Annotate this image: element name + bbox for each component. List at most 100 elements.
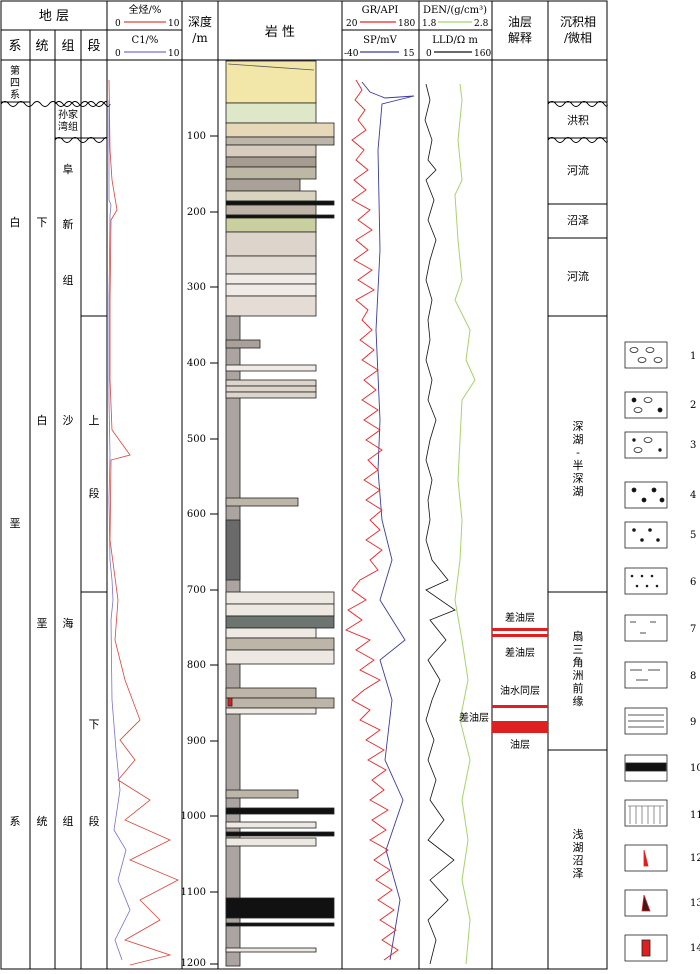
header-sp-min: -40 bbox=[344, 49, 359, 59]
gas-curve bbox=[108, 79, 179, 966]
depth-tick-500: 500 bbox=[187, 434, 206, 445]
facies-3: 沼泽 bbox=[567, 213, 589, 227]
legend-swatch-13 bbox=[624, 889, 668, 917]
den-lld-curves bbox=[424, 83, 476, 965]
lower-1: 下 bbox=[89, 718, 100, 731]
depth-tick-1200: 1200 bbox=[181, 958, 206, 969]
header-den-min: 1.8 bbox=[422, 19, 437, 29]
header-facies-1: 沉积相 bbox=[560, 15, 596, 29]
shahai-2: 海 bbox=[63, 616, 74, 630]
facies-7-3: 沼 bbox=[573, 853, 584, 867]
sp-curve bbox=[361, 81, 415, 961]
header-oil-1: 油层 bbox=[508, 15, 532, 29]
gr-sp-curves bbox=[345, 79, 415, 961]
header-lld-title: LLD/Ω m bbox=[432, 35, 478, 46]
depth-tick-100: 100 bbox=[187, 131, 206, 142]
upper-2: 段 bbox=[89, 486, 100, 500]
facies: 洪积 河流 沼泽 河流 深 湖 - 半 深 湖 扇 三 角 洲 前 缘 浅 湖 … bbox=[567, 113, 589, 880]
header-gr-min: 20 bbox=[346, 19, 358, 29]
legend-swatch-7 bbox=[624, 614, 668, 642]
series-2: 白 bbox=[37, 413, 48, 427]
facies-7-4: 泽 bbox=[573, 867, 584, 880]
quaternary-3: 系 bbox=[10, 89, 20, 101]
depth-tick-200: 200 bbox=[187, 207, 206, 218]
facies-2: 河流 bbox=[567, 163, 589, 177]
legend-label-5: 5 bbox=[690, 530, 696, 541]
depth-tick-800: 800 bbox=[187, 660, 206, 671]
facies-6-1: 扇 bbox=[573, 629, 584, 643]
lithology-column bbox=[225, 60, 335, 967]
series-3: 垩 bbox=[37, 617, 48, 630]
header-gas-min: 0 bbox=[115, 19, 121, 29]
header-lld-max: 160 bbox=[474, 49, 491, 59]
header-gas-title: 全烃/% bbox=[129, 3, 162, 16]
facies-5-4: 半 bbox=[573, 458, 584, 472]
header-gr-max: 180 bbox=[398, 19, 415, 29]
legend-label-12: 12 bbox=[690, 853, 700, 864]
system-3: 系 bbox=[10, 815, 21, 828]
depth-tick-1000: 1000 bbox=[181, 811, 206, 822]
header-depth-unit: /m bbox=[192, 31, 208, 45]
den-curve bbox=[454, 83, 476, 965]
legend-swatch-2 bbox=[624, 391, 668, 419]
depth-tick-400: 400 bbox=[187, 358, 206, 369]
shahai-3: 组 bbox=[63, 814, 74, 828]
legend: 1 2 3 4 5 6 7 8 9 10 11 12 bbox=[624, 341, 700, 962]
header-den-title: DEN/(g/cm³) bbox=[423, 5, 487, 16]
header-c1-max: 10 bbox=[168, 49, 180, 59]
legend-label-10: 10 bbox=[690, 763, 700, 774]
depth-axis: 100 200 300 400 500 600 700 800 900 1000… bbox=[181, 131, 206, 969]
upper-1: 上 bbox=[89, 414, 100, 427]
depth-tick-300: 300 bbox=[187, 282, 206, 293]
legend-swatch-6 bbox=[624, 567, 668, 595]
header-formation: 组 bbox=[61, 39, 74, 54]
facies-1: 洪积 bbox=[567, 113, 589, 127]
facies-7-2: 湖 bbox=[573, 841, 584, 854]
strata-labels: 第 四 系 白 垩 系 下 白 垩 统 孙家 湾组 阜 新 组 沙 海 组 上 … bbox=[10, 64, 100, 828]
gr-curve bbox=[345, 79, 399, 961]
oil-interpretation: 差油层 差油层 油水同层 差油层 油层 bbox=[459, 611, 548, 751]
legend-label-8: 8 bbox=[690, 671, 696, 682]
facies-6-6: 缘 bbox=[573, 695, 584, 708]
oil-label-5: 油层 bbox=[510, 738, 530, 751]
facies-5-3: - bbox=[576, 446, 580, 459]
system-1: 白 bbox=[10, 215, 21, 229]
legend-label-3: 3 bbox=[690, 440, 696, 451]
legend-swatch-4 bbox=[624, 481, 668, 509]
facies-6-4: 洲 bbox=[573, 669, 584, 682]
header-series: 统 bbox=[35, 39, 48, 54]
oil-label-1: 差油层 bbox=[505, 611, 535, 624]
table-grid bbox=[0, 0, 608, 970]
legend-label-4: 4 bbox=[690, 490, 696, 501]
header-depth: 深度 bbox=[188, 14, 212, 29]
legend-label-13: 13 bbox=[690, 898, 700, 909]
legend-swatch-11 bbox=[624, 799, 668, 827]
oil-marker-red bbox=[227, 697, 233, 707]
facies-4: 河流 bbox=[567, 269, 589, 283]
facies-7-1: 浅 bbox=[573, 828, 584, 841]
legend-swatch-5 bbox=[624, 521, 668, 549]
header-lithology: 岩 性 bbox=[265, 25, 295, 40]
facies-6-2: 三 bbox=[573, 643, 584, 656]
legend-swatch-8 bbox=[624, 661, 668, 689]
facies-5-5: 深 bbox=[573, 472, 584, 485]
header-c1-min: 0 bbox=[115, 49, 121, 59]
lower-2: 段 bbox=[89, 814, 100, 828]
legend-label-6: 6 bbox=[690, 577, 696, 588]
depth-tick-marks bbox=[210, 135, 218, 965]
quaternary-1: 第 bbox=[10, 64, 20, 77]
legend-label-2: 2 bbox=[690, 400, 696, 411]
legend-label-1: 1 bbox=[690, 351, 696, 362]
header-oil-2: 解释 bbox=[508, 31, 532, 45]
facies-5-2: 湖 bbox=[573, 433, 584, 446]
legend-label-7: 7 bbox=[690, 624, 696, 635]
header-sp-max: 15 bbox=[403, 49, 415, 59]
facies-5-1: 深 bbox=[573, 420, 584, 433]
header: 地 层 系 统 组 段 全烃/% 0 10 C1/% 0 10 深度 /m 岩 … bbox=[8, 3, 596, 59]
header-gr-title: GR/API bbox=[362, 5, 399, 16]
header-den-max: 2.8 bbox=[474, 19, 489, 29]
header-lld-min: 0 bbox=[426, 49, 432, 59]
header-system: 系 bbox=[8, 39, 21, 54]
series-4: 统 bbox=[37, 815, 48, 828]
